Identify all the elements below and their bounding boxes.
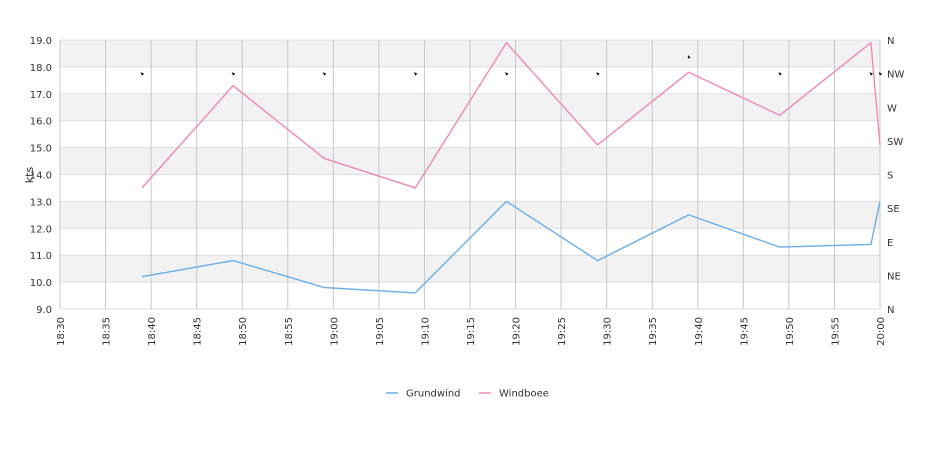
y-axis-ticks: 9.0 10.0 11.0 12.0 13.0 14.0 15.0 16.0 17.0 18.0 1… (30, 36, 52, 316)
direction-marker (869, 72, 874, 76)
direction-marker (322, 72, 327, 76)
y-axis-label: kts (23, 167, 36, 184)
x-tick-label: 19:20 (512, 317, 523, 346)
series-lines (141, 42, 881, 294)
direction-tick-label: SW (887, 137, 903, 148)
x-tick-label: 19:05 (375, 317, 386, 346)
series-line-grundwind (141, 200, 881, 294)
y-tick-label: 18.0 (30, 63, 52, 74)
direction-tick-label: S (887, 171, 893, 182)
direction-tick-label: N (887, 36, 894, 47)
y-tick-label: 17.0 (30, 90, 52, 101)
direction-tick-label: NE (887, 271, 901, 282)
direction-marker (140, 72, 145, 76)
series-line-windboee (141, 42, 881, 189)
x-tick-label: 18:45 (193, 317, 204, 346)
x-tick-label: 18:40 (147, 317, 158, 346)
x-tick-label: 19:10 (420, 317, 431, 346)
y-tick-label: 10.0 (30, 278, 52, 289)
direction-tick-label: NW (887, 70, 904, 81)
x-tick-label: 19:25 (557, 317, 568, 346)
direction-markers (140, 54, 883, 76)
direction-marker (231, 72, 236, 76)
y-tick-label: 11.0 (30, 251, 52, 262)
x-tick-label: 19:40 (694, 317, 705, 346)
legend[interactable]: Grundwind Windboee (386, 389, 549, 400)
x-tick-label: 19:30 (603, 317, 614, 346)
x-tick-label: 19:45 (739, 317, 750, 346)
direction-tick-label: SE (887, 204, 900, 215)
y-tick-label: 9.0 (36, 305, 52, 316)
x-tick-label: 20:00 (876, 317, 887, 346)
x-tick-label: 19:15 (466, 317, 477, 346)
direction-marker (413, 72, 418, 76)
x-tick-label: 18:50 (238, 317, 249, 346)
y-tick-label: 12.0 (30, 224, 52, 235)
grid-lines (59, 39, 881, 310)
y-tick-label: 14.0 (30, 171, 52, 182)
legend-label: Grundwind (406, 389, 461, 400)
direction-tick-label: N (887, 305, 894, 316)
direction-marker (504, 72, 509, 76)
direction-marker (596, 72, 600, 76)
direction-marker (778, 72, 782, 76)
x-tick-label: 19:55 (830, 317, 841, 346)
x-tick-label: 18:35 (102, 317, 113, 346)
direction-tick-label: W (887, 103, 897, 114)
legend-label: Windboee (499, 389, 549, 400)
direction-tick-label: E (887, 238, 893, 249)
x-tick-label: 19:50 (785, 317, 796, 346)
x-tick-label: 18:30 (56, 317, 67, 346)
direction-marker (878, 72, 883, 76)
y-tick-label: 16.0 (30, 117, 52, 128)
x-tick-label: 18:55 (284, 317, 295, 346)
direction-axis-ticks: N NE E SE S SW W NW N (887, 36, 904, 316)
x-axis-ticks: 18:30 18:35 18:40 18:45 18:50 18:55 19:00 19:05… (56, 317, 887, 346)
direction-marker (687, 54, 691, 59)
y-tick-label: 13.0 (30, 197, 52, 208)
y-tick-label: 15.0 (30, 144, 52, 155)
x-tick-label: 19:35 (648, 317, 659, 346)
x-tick-label: 19:00 (329, 317, 340, 346)
y-tick-label: 19.0 (30, 36, 52, 47)
